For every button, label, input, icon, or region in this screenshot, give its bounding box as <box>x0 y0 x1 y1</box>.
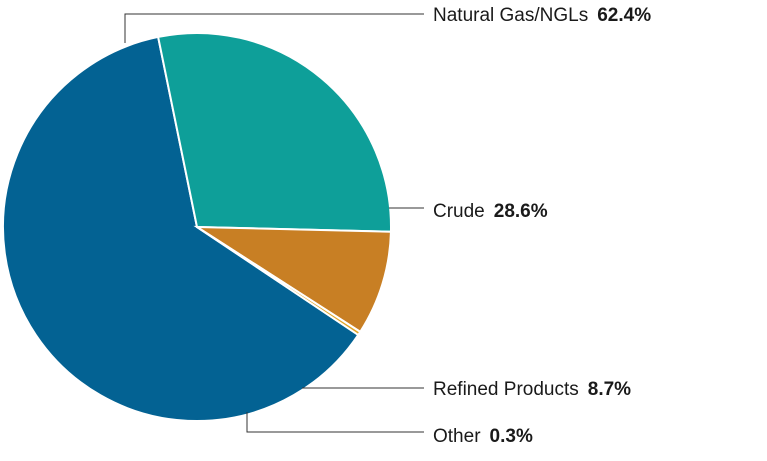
slice-label-crude: Crude 28.6% <box>433 201 548 222</box>
slice-label-value: 0.3% <box>490 426 533 447</box>
slice-label-name: Crude <box>433 201 485 222</box>
slice-label-name: Other <box>433 426 481 447</box>
pie-slice-natural-gas-ngls <box>1 35 360 422</box>
leader-line-natural-gas-ngls <box>124 13 424 43</box>
pie-slice-refined-products <box>193 225 392 334</box>
slice-label-name: Refined Products <box>433 379 579 400</box>
slice-label-value: 62.4% <box>597 5 651 26</box>
slice-label-refined-products: Refined Products 8.7% <box>433 379 631 400</box>
slice-label-value: 28.6% <box>494 201 548 222</box>
slice-label-other: Other 0.3% <box>433 426 533 447</box>
slice-label-name: Natural Gas/NGLs <box>433 5 588 26</box>
pie-slices <box>1 32 392 422</box>
slice-labels: Natural Gas/NGLs 62.4% Crude 28.6% Refined P… <box>433 5 651 447</box>
slice-label-natural-gas-ngls: Natural Gas/NGLs 62.4% <box>433 5 651 26</box>
pie-slice-crude <box>156 32 392 233</box>
leader-line-other <box>246 412 424 433</box>
pie-slice-other <box>196 226 362 337</box>
leader-lines <box>124 13 424 433</box>
slice-label-value: 8.7% <box>588 379 631 400</box>
